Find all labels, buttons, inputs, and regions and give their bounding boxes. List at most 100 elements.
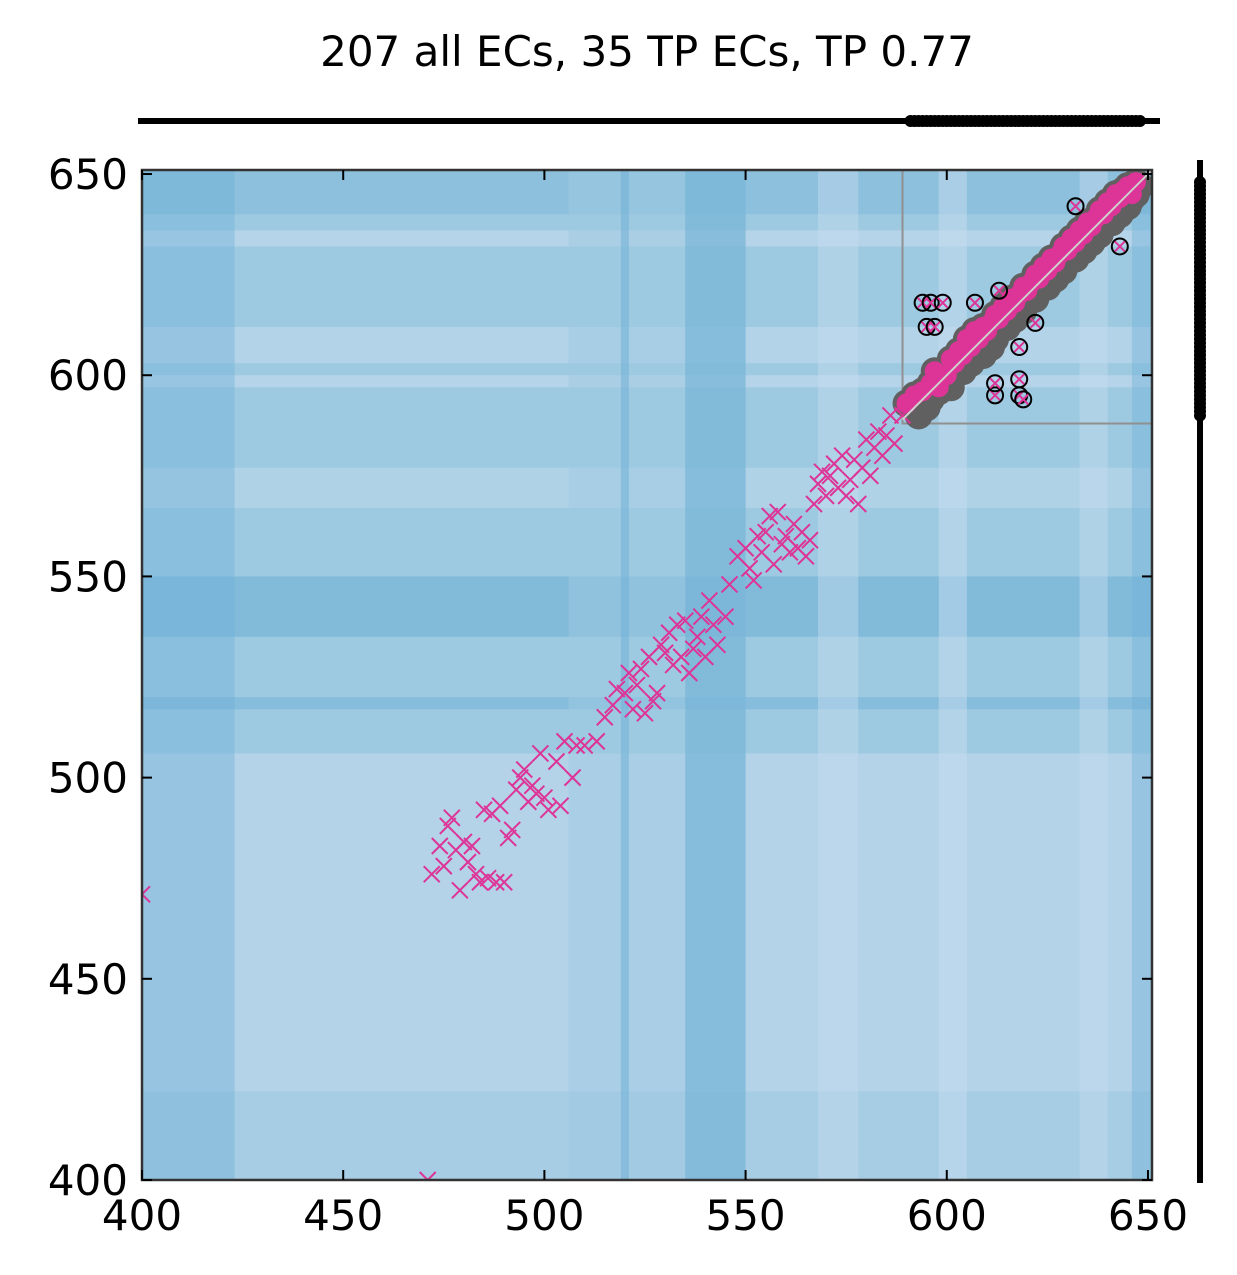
predicted-contact-x [817, 487, 835, 505]
fp-contact-circle [1014, 390, 1033, 409]
predicted-contact-x [596, 708, 614, 726]
fp-contact-circle [1110, 237, 1129, 256]
diagonal-line [901, 170, 1152, 421]
predicted-contact-x [740, 559, 759, 578]
predicted-contact-x [620, 664, 638, 682]
predicted-contact-x [688, 628, 707, 646]
predicted-contact-x [463, 837, 481, 855]
predicted-contact-x [547, 752, 566, 771]
fp-contact-x [924, 297, 937, 309]
fp-contact-circle [1010, 338, 1029, 357]
predicted-contact-x [539, 801, 558, 819]
predicted-contact-x [833, 446, 851, 465]
x-tick-label: 400 [102, 1191, 182, 1240]
fp-contact-circle [986, 374, 1005, 393]
predicted-contact-x [708, 636, 727, 654]
predicted-contact-x [431, 837, 449, 855]
predicted-contact-x [435, 857, 453, 875]
fp-contact-circle [986, 386, 1005, 405]
fp-contact-x [1029, 317, 1042, 329]
fp-contact-x [1013, 373, 1025, 385]
axes: 400 450 500 550 600 650 400 450 500 550 600 650 [48, 150, 1188, 1240]
right-track-dot [1194, 176, 1206, 189]
predicted-contact-x [555, 732, 574, 751]
data-marks [142, 170, 1152, 1180]
fp-contact-circle [921, 293, 940, 312]
predicted-contact-x [451, 881, 469, 899]
heatmap-band-v [685, 170, 746, 1180]
predicted-contact-x [656, 644, 674, 662]
predicted-contact-x [672, 648, 690, 666]
predicted-contact-x [680, 664, 698, 682]
plot-area [142, 170, 1152, 1180]
top-sequence-track [138, 115, 1160, 127]
predicted-contact-x [821, 467, 839, 485]
chart-title: 207 all ECs, 35 TP ECs, TP 0.77 [320, 27, 974, 76]
predicted-contact-x [142, 885, 151, 904]
predicted-contact-x [700, 591, 719, 610]
heatmap-band-v [1079, 170, 1108, 1180]
predicted-contact-x [648, 684, 666, 702]
heatmap-band-v [142, 170, 235, 1180]
fp-contact-x [969, 297, 981, 309]
fp-contact-circle [1010, 370, 1029, 389]
x-tick-label: 550 [705, 1191, 785, 1240]
predicted-contact-x [805, 495, 823, 513]
predicted-contact-x [551, 797, 570, 815]
fp-contact-x [1069, 200, 1082, 212]
predicted-contact-x [692, 607, 711, 626]
fp-contact-circle [990, 281, 1009, 300]
fp-contact-x [993, 285, 1005, 297]
predicted-contact-x [837, 487, 855, 505]
y-tick-label: 600 [48, 351, 128, 400]
x-tick-label: 650 [1108, 1191, 1188, 1240]
predicted-contact-x [616, 684, 634, 702]
predicted-contact-x [487, 873, 505, 891]
predicted-contact-x [495, 873, 513, 891]
predicted-contact-x [575, 736, 594, 755]
predicted-contact-x [765, 555, 783, 574]
fp-contact-x [989, 389, 1001, 402]
predicted-contact-x [801, 531, 819, 549]
predicted-contact-x [744, 571, 763, 590]
predicted-contact-x [849, 495, 867, 513]
predicted-contact-x [716, 607, 735, 626]
predicted-contact-x [769, 503, 787, 521]
predicted-contact-x [443, 809, 461, 827]
y-tick-label: 500 [48, 754, 128, 803]
fp-contact-circle [933, 293, 952, 312]
predicted-contact-x [885, 434, 904, 453]
fp-contact-x [1017, 393, 1029, 406]
heatmap-band-v [1131, 170, 1152, 1180]
y-tick-label: 400 [48, 1156, 128, 1205]
predicted-contact-x [632, 660, 650, 678]
predicted-contact-x [624, 700, 642, 718]
predicted-contact-x [809, 475, 827, 493]
fp-contact-x [1013, 341, 1025, 353]
fp-contact-x [989, 377, 1001, 389]
zoom-box [901, 170, 1152, 425]
top-track-dot [1133, 115, 1146, 127]
heatmap-band-v [620, 170, 629, 1180]
predicted-contact-x [531, 744, 550, 763]
predicted-contact-x [503, 821, 521, 839]
heatmap-band-v [818, 170, 859, 1180]
predicted-contact-x [563, 768, 582, 787]
predicted-contact-x [491, 797, 509, 815]
predicted-contact-x [535, 789, 554, 807]
y-tick-label: 450 [48, 955, 128, 1004]
predicted-contact-x [459, 853, 477, 871]
y-tick-label: 650 [48, 150, 128, 199]
predicted-contact-x [676, 611, 694, 630]
right-sequence-track [1194, 160, 1206, 1183]
predicted-contact-x [756, 523, 775, 541]
y-tick-label: 550 [48, 552, 128, 601]
predicted-contact-x [567, 736, 586, 755]
heatmap-band-v [938, 170, 967, 1180]
predicted-contact-x [636, 704, 654, 722]
predicted-contact-x [628, 676, 646, 694]
fp-contact-circle [1066, 197, 1085, 216]
fp-contact-x [937, 297, 949, 309]
predicted-contact-x [423, 865, 441, 883]
